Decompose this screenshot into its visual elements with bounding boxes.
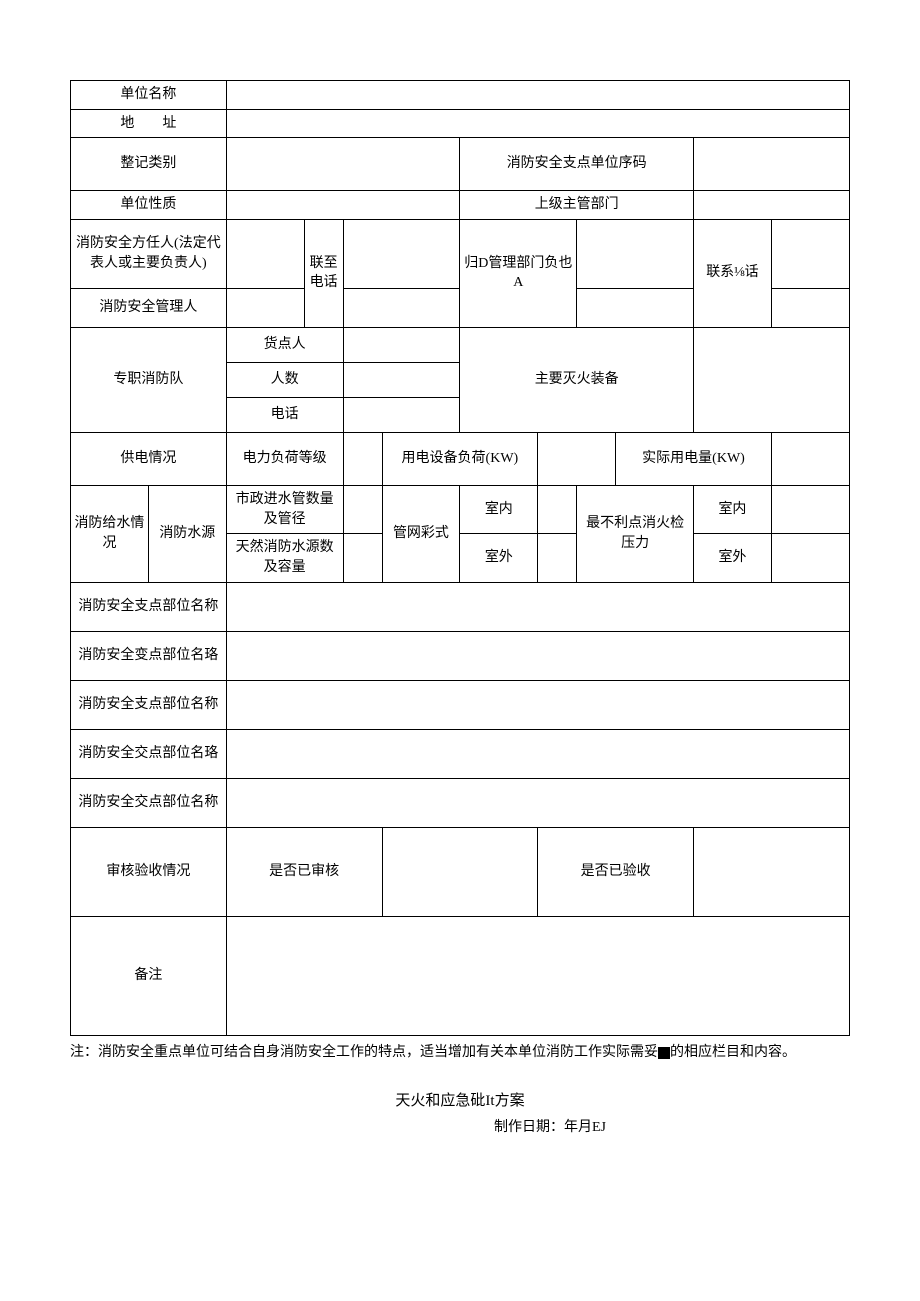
label-audit-status: 审核验收情况 [71, 827, 227, 916]
field-superior-dept[interactable] [694, 191, 850, 220]
label-remarks: 备注 [71, 916, 227, 1035]
field-responsible-phone[interactable] [343, 219, 460, 288]
field-key-part-3[interactable] [226, 680, 849, 729]
field-key-part-5[interactable] [226, 778, 849, 827]
label-superior-dept: 上级主管部门 [460, 191, 694, 220]
label-outdoor-1: 室外 [460, 534, 538, 583]
label-is-accepted: 是否已验收 [538, 827, 694, 916]
label-water-source: 消防水源 [148, 485, 226, 582]
field-safety-manager[interactable] [226, 288, 304, 327]
field-reg-type[interactable] [226, 138, 460, 191]
label-device-load: 用电设备负荷(KW) [382, 432, 538, 485]
field-indoor-2[interactable] [771, 485, 849, 534]
field-contact-phone-1[interactable] [771, 219, 849, 288]
field-unit-serial[interactable] [694, 138, 850, 191]
label-indoor-1: 室内 [460, 485, 538, 534]
label-municipal-pipe: 市政进水管数量及管径 [226, 485, 343, 534]
label-unit-name: 单位名称 [71, 81, 227, 110]
label-contact-phone: 联系⅛话 [694, 219, 772, 327]
label-actual-power: 实际用电量(KW) [616, 432, 772, 485]
label-key-part-5: 消防安全交点部位名称 [71, 778, 227, 827]
field-safety-manager-phone[interactable] [343, 288, 460, 327]
label-is-audited: 是否已审核 [226, 827, 382, 916]
field-natural-water[interactable] [343, 534, 382, 583]
label-safety-manager: 消防安全管理人 [71, 288, 227, 327]
label-key-part-3: 消防安全支点部位名称 [71, 680, 227, 729]
field-team-phone[interactable] [343, 397, 460, 432]
black-square-icon [658, 1047, 670, 1059]
label-team-phone: 电话 [226, 397, 343, 432]
label-key-part-2: 消防安全变点部位名珞 [71, 631, 227, 680]
field-responsible-person[interactable] [226, 219, 304, 288]
field-main-equipment[interactable] [694, 327, 850, 432]
label-natural-water: 天然消防水源数及容量 [226, 534, 343, 583]
label-power-supply: 供电情况 [71, 432, 227, 485]
label-responsible-person: 消防安全方任人(法定代表人或主要负责人) [71, 219, 227, 288]
field-unit-nature[interactable] [226, 191, 460, 220]
footnote-prefix: 注：消防安全重点单位可结合自身消防安全工作的特点，适当增加有关本单位消防工作实际… [70, 1045, 658, 1060]
label-key-part-4: 消防安全交点部位名珞 [71, 729, 227, 778]
field-address[interactable] [226, 109, 849, 138]
label-phone: 联至电话 [304, 219, 343, 327]
label-pipe-network: 管网彩式 [382, 485, 460, 582]
label-team-leader: 货点人 [226, 327, 343, 362]
field-unit-name[interactable] [226, 81, 849, 110]
label-team-count: 人数 [226, 362, 343, 397]
footer-title: 天火和应急砒It方案 [70, 1089, 850, 1110]
field-actual-power[interactable] [771, 432, 849, 485]
footnote: 注：消防安全重点单位可结合自身消防安全工作的特点，适当增加有关本单位消防工作实际… [70, 1042, 850, 1063]
field-contact-phone-2[interactable] [771, 288, 849, 327]
field-team-count[interactable] [343, 362, 460, 397]
field-is-accepted[interactable] [694, 827, 850, 916]
field-key-part-1[interactable] [226, 582, 849, 631]
label-water-supply: 消防给水情况 [71, 485, 149, 582]
field-key-part-4[interactable] [226, 729, 849, 778]
field-is-audited[interactable] [382, 827, 538, 916]
field-municipal-pipe[interactable] [343, 485, 382, 534]
label-dept-manager: 归D管理部门负也A [460, 219, 577, 327]
label-key-part-1: 消防安全支点部位名称 [71, 582, 227, 631]
label-unit-nature: 单位性质 [71, 191, 227, 220]
field-outdoor-1[interactable] [538, 534, 577, 583]
label-reg-type: 整记类别 [71, 138, 227, 191]
field-device-load[interactable] [538, 432, 616, 485]
label-power-level: 电力负荷等级 [226, 432, 343, 485]
footer-date: 制作日期：年月EJ [70, 1116, 850, 1136]
label-unit-serial: 消防安全支点单位序码 [460, 138, 694, 191]
field-dept-manager-2[interactable] [577, 288, 694, 327]
label-worst-pressure: 最不利点消火检压力 [577, 485, 694, 582]
label-main-equipment: 主要灭火装备 [460, 327, 694, 432]
label-fire-team: 专职消防队 [71, 327, 227, 432]
footnote-suffix: 的相应栏目和内容。 [670, 1045, 796, 1060]
field-dept-manager[interactable] [577, 219, 694, 288]
field-power-level[interactable] [343, 432, 382, 485]
label-address: 地 址 [71, 109, 227, 138]
field-team-leader[interactable] [343, 327, 460, 362]
field-outdoor-2[interactable] [771, 534, 849, 583]
label-indoor-2: 室内 [694, 485, 772, 534]
label-outdoor-2: 室外 [694, 534, 772, 583]
field-indoor-1[interactable] [538, 485, 577, 534]
field-remarks[interactable] [226, 916, 849, 1035]
field-key-part-2[interactable] [226, 631, 849, 680]
fire-safety-form-table: 单位名称 地 址 整记类别 消防安全支点单位序码 单位性质 上级主管部门 消防安… [70, 80, 850, 1036]
